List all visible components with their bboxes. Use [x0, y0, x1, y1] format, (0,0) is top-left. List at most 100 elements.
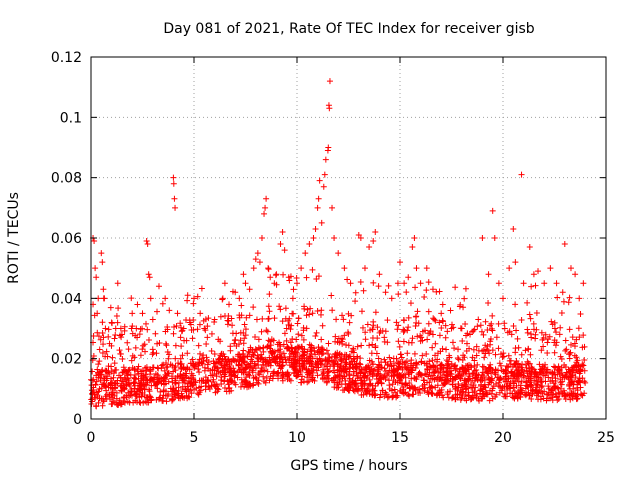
data-point: [467, 331, 474, 338]
band-point: [566, 368, 573, 375]
band-point: [190, 317, 197, 324]
band-point: [270, 349, 277, 356]
band-point: [124, 398, 131, 405]
band-point: [233, 358, 240, 365]
band-point: [348, 312, 355, 319]
band-point: [329, 307, 336, 314]
band-point: [121, 374, 128, 381]
data-point: [108, 319, 115, 326]
band-point: [141, 341, 148, 348]
band-point: [555, 389, 562, 396]
band-point: [336, 378, 343, 385]
gridlines: [91, 57, 606, 419]
data-point: [106, 340, 113, 347]
band-point: [228, 358, 235, 365]
band-point: [442, 376, 449, 383]
band-point: [492, 371, 499, 378]
band-point: [141, 386, 148, 393]
band-point: [177, 373, 184, 380]
band-point: [158, 362, 165, 369]
band-point: [238, 302, 245, 309]
band-point: [574, 387, 581, 394]
data-point: [335, 250, 342, 257]
band-point: [362, 366, 369, 373]
data-point: [100, 286, 107, 293]
band-point: [351, 388, 358, 395]
data-point: [145, 271, 152, 278]
data-point: [458, 325, 465, 332]
band-point: [343, 342, 350, 349]
band-point: [311, 377, 318, 384]
band-point: [307, 353, 314, 360]
band-point: [297, 366, 304, 373]
band-point: [358, 308, 365, 315]
band-point: [242, 332, 249, 339]
band-point: [318, 307, 325, 314]
band-point: [346, 353, 353, 360]
x-tick-label: 5: [190, 430, 199, 446]
band-point: [290, 363, 297, 370]
data-point: [326, 105, 333, 112]
band-point: [539, 336, 546, 343]
band-point: [489, 385, 496, 392]
band-point: [470, 369, 477, 376]
band-point: [143, 381, 150, 388]
band-point: [395, 338, 402, 345]
band-point: [377, 371, 384, 378]
band-point: [528, 364, 535, 371]
band-point: [544, 339, 551, 346]
band-point: [457, 366, 464, 373]
data-point: [273, 271, 280, 278]
band-point: [504, 386, 511, 393]
band-point: [367, 381, 374, 388]
band-point: [190, 360, 197, 367]
band-point: [566, 355, 573, 362]
band-point: [512, 349, 519, 356]
band-point: [360, 391, 367, 398]
band-point: [114, 377, 121, 384]
band-point: [568, 341, 575, 348]
band-point: [536, 361, 543, 368]
band-point: [545, 336, 552, 343]
band-point: [315, 344, 322, 351]
band-point: [470, 327, 477, 334]
band-point: [366, 390, 373, 397]
band-point: [551, 363, 558, 370]
band-point: [545, 383, 552, 390]
band-point: [132, 376, 139, 383]
band-point: [177, 361, 184, 368]
band-point: [172, 355, 179, 362]
band-point: [339, 312, 346, 319]
band-point: [416, 386, 423, 393]
band-point: [552, 383, 559, 390]
band-point: [122, 376, 129, 383]
band-point: [331, 353, 338, 360]
y-tick-label: 0.12: [51, 50, 82, 66]
band-point: [432, 340, 439, 347]
band-point: [136, 389, 143, 396]
band-point: [258, 328, 265, 335]
band-point: [124, 339, 131, 346]
data-point: [298, 265, 305, 272]
band-point: [102, 373, 109, 380]
band-point: [548, 387, 555, 394]
band-point: [298, 332, 305, 339]
band-point: [369, 373, 376, 380]
band-point: [196, 384, 203, 391]
band-point: [566, 294, 573, 301]
band-point: [504, 329, 511, 336]
band-point: [232, 336, 239, 343]
band-point: [381, 334, 388, 341]
band-point: [129, 352, 136, 359]
band-point: [308, 344, 315, 351]
band-point: [215, 358, 222, 365]
band-point: [382, 375, 389, 382]
band-point: [225, 356, 232, 363]
band-point: [252, 333, 259, 340]
band-point: [366, 357, 373, 364]
band-point: [283, 337, 290, 344]
band-point: [156, 394, 163, 401]
band-point: [249, 347, 256, 354]
band-point: [405, 392, 412, 399]
band-point: [492, 351, 499, 358]
